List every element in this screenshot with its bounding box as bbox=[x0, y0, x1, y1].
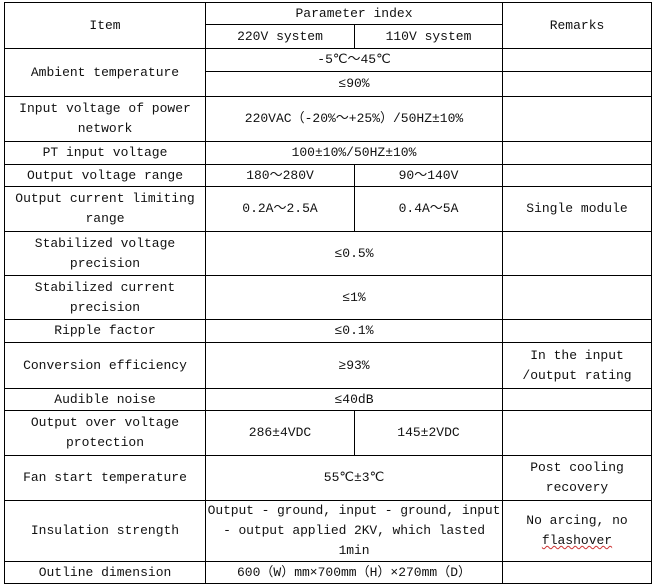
remarks-cell: In the input /output rating bbox=[502, 342, 652, 389]
remarks-cell: Post cooling recovery bbox=[502, 455, 652, 501]
item-cell: PT input voltage bbox=[4, 141, 206, 165]
value-cell: ≤40dB bbox=[205, 388, 503, 411]
item-cell: Output voltage range bbox=[4, 164, 206, 187]
value-110v: 145±2VDC bbox=[354, 410, 503, 456]
remarks-cell bbox=[502, 141, 652, 165]
remarks-cell bbox=[502, 71, 652, 97]
item-cell: Audible noise bbox=[4, 388, 206, 411]
value-110v: 90～140V bbox=[354, 164, 503, 187]
item-cell: Output over voltage protection bbox=[4, 410, 206, 456]
header-220v: 220V system bbox=[205, 24, 355, 49]
item-cell: Ripple factor bbox=[4, 319, 206, 343]
remarks-cell bbox=[502, 410, 652, 456]
item-cell: Outline dimension bbox=[4, 561, 206, 584]
value-cell: ≤90% bbox=[205, 71, 503, 97]
value-cell: -5℃～45℃ bbox=[205, 48, 503, 72]
remarks-cell bbox=[502, 96, 652, 142]
value-cell: 55℃±3℃ bbox=[205, 455, 503, 501]
remarks-cell bbox=[502, 275, 652, 320]
item-cell: Insulation strength bbox=[4, 500, 206, 562]
header-110v: 110V system bbox=[354, 24, 503, 49]
item-cell: Conversion efficiency bbox=[4, 342, 206, 389]
remarks-cell bbox=[502, 388, 652, 411]
header-parameter-index: Parameter index bbox=[205, 2, 503, 25]
remarks-cell bbox=[502, 319, 652, 343]
remarks-cell bbox=[502, 561, 652, 584]
value-220v: 180～280V bbox=[205, 164, 355, 187]
value-110v: 0.4A～5A bbox=[354, 186, 503, 232]
item-cell: Input voltage of power network bbox=[4, 96, 206, 142]
header-item: Item bbox=[4, 2, 206, 49]
item-cell: Stabilized voltage precision bbox=[4, 231, 206, 276]
remarks-cell bbox=[502, 164, 652, 187]
remarks-text: No arcing, no bbox=[526, 513, 628, 528]
value-cell: ≤0.5% bbox=[205, 231, 503, 276]
item-cell: Fan start temperature bbox=[4, 455, 206, 501]
value-cell: Output - ground, input - ground, input -… bbox=[205, 500, 503, 562]
value-220v: 286±4VDC bbox=[205, 410, 355, 456]
value-cell: ≥93% bbox=[205, 342, 503, 389]
value-cell: ≤1% bbox=[205, 275, 503, 320]
value-cell: ≤0.1% bbox=[205, 319, 503, 343]
value-cell: 600（W）mm×700mm（H）×270mm（D） bbox=[205, 561, 503, 584]
value-220v: 0.2A～2.5A bbox=[205, 186, 355, 232]
spec-table: Item Parameter index Remarks 220V system… bbox=[4, 2, 652, 584]
value-cell: 100±10%/50HZ±10% bbox=[205, 141, 503, 165]
value-cell: 220VAC（-20%～+25%）/50HZ±10% bbox=[205, 96, 503, 142]
remarks-text-spellcheck: flashover bbox=[541, 533, 613, 548]
remarks-cell bbox=[502, 48, 652, 72]
item-cell: Stabilized current precision bbox=[4, 275, 206, 320]
remarks-cell bbox=[502, 231, 652, 276]
item-cell: Ambient temperature bbox=[4, 48, 206, 97]
item-cell: Output current limiting range bbox=[4, 186, 206, 232]
remarks-cell: No arcing, no flashover bbox=[502, 500, 652, 562]
remarks-cell: Single module bbox=[502, 186, 652, 232]
header-remarks: Remarks bbox=[502, 2, 652, 49]
